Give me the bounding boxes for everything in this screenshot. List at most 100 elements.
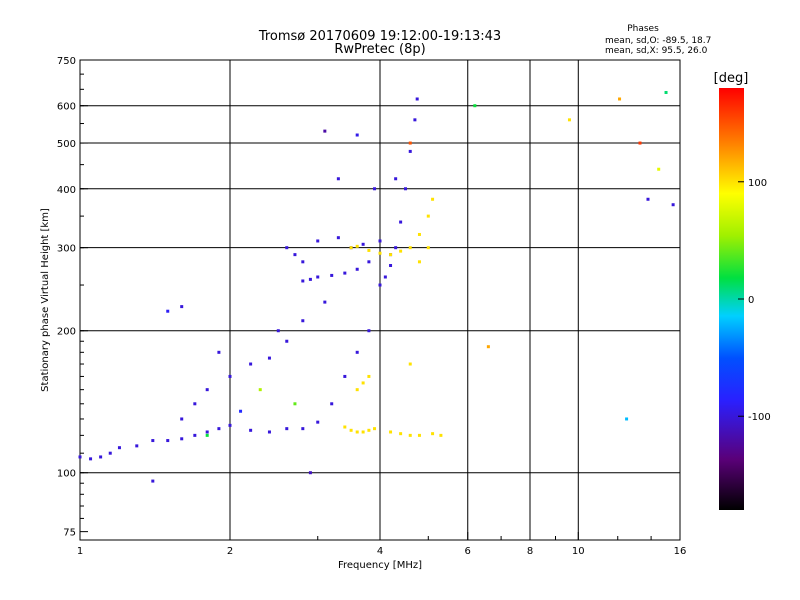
echo-point: [413, 118, 417, 122]
x-axis-label: Frequency [MHz]: [338, 560, 422, 571]
echo-point: [308, 277, 312, 281]
echo-point: [108, 451, 112, 455]
colorbar-tick-label: -100: [748, 412, 771, 423]
echo-point: [117, 446, 121, 450]
echo-point: [426, 214, 430, 218]
echo-point: [473, 104, 477, 108]
echo-point: [316, 420, 320, 424]
echo-point: [361, 430, 365, 434]
echo-point: [78, 455, 82, 459]
echo-point: [417, 260, 421, 264]
echo-point: [276, 329, 280, 333]
chart-title: Tromsø 20170609 19:12:00-19:13:43: [258, 29, 501, 44]
echo-point: [408, 246, 412, 250]
echo-point: [415, 97, 419, 101]
echo-point: [383, 275, 387, 279]
echo-point: [151, 479, 155, 483]
echo-point: [426, 246, 430, 250]
echo-point: [349, 428, 353, 432]
echo-point: [367, 260, 371, 264]
echo-point: [228, 374, 232, 378]
echo-point: [323, 300, 327, 304]
echo-point: [330, 402, 334, 406]
echo-point: [355, 430, 359, 434]
echo-point: [389, 253, 393, 257]
x-tick-label: 10: [572, 546, 585, 557]
echo-point: [336, 236, 340, 240]
echo-point: [316, 275, 320, 279]
echo-point: [664, 90, 668, 94]
echo-point: [361, 242, 365, 246]
echo-point: [166, 309, 170, 313]
x-tick-label: 1: [77, 546, 83, 557]
x-tick-label: 4: [377, 546, 383, 557]
echo-point: [378, 283, 382, 287]
echo-point: [431, 432, 435, 436]
echo-point: [373, 187, 377, 191]
echo-point: [217, 427, 221, 431]
echo-point: [343, 271, 347, 275]
echo-point: [399, 220, 403, 224]
y-tick-label: 75: [63, 528, 76, 539]
echo-point: [378, 251, 382, 255]
echo-point: [439, 433, 443, 437]
echo-point: [180, 437, 184, 441]
echo-point: [308, 471, 312, 475]
echo-point: [193, 402, 197, 406]
echo-point: [355, 133, 359, 137]
y-tick-label: 400: [57, 185, 76, 196]
echo-point: [301, 279, 305, 283]
echo-point: [330, 273, 334, 277]
echo-point: [249, 428, 253, 432]
echo-point: [267, 430, 271, 434]
echo-point: [285, 427, 289, 431]
x-axis: 1 2 4 6 8 10 16: [77, 532, 686, 557]
echo-point: [389, 264, 393, 268]
echo-point: [293, 402, 297, 406]
y-axis: 75 100 200 300 400 500 600 750: [57, 56, 88, 539]
echo-point: [367, 428, 371, 432]
echo-point: [367, 248, 371, 252]
echo-point: [228, 423, 232, 427]
grid-lines: [80, 60, 680, 540]
phase-stats-x: mean, sd,X: 95.5, 26.0: [605, 46, 708, 56]
echo-point: [180, 417, 184, 421]
echo-point: [389, 430, 393, 434]
colorbar-tick-label: 100: [748, 178, 767, 189]
phase-stats-o: mean, sd,O: -89.5, 18.7: [605, 36, 711, 46]
echo-point: [151, 439, 155, 443]
echo-point: [258, 388, 262, 392]
colorbar-tick-label: 0: [748, 295, 754, 306]
echo-point: [316, 239, 320, 243]
echo-point: [638, 141, 642, 145]
echo-point: [646, 197, 650, 201]
echo-point: [193, 433, 197, 437]
chart-subtitle: RwPretec (8p): [334, 42, 425, 57]
echo-point: [394, 177, 398, 181]
y-tick-label: 600: [57, 102, 76, 113]
y-tick-label: 100: [57, 469, 76, 480]
echo-point: [239, 409, 243, 413]
echo-point: [567, 118, 571, 122]
echo-point: [399, 432, 403, 436]
echo-point: [166, 439, 170, 443]
echo-point: [394, 246, 398, 250]
y-tick-label: 500: [57, 139, 76, 150]
echo-point: [367, 374, 371, 378]
echo-point: [657, 167, 661, 171]
echo-point: [361, 381, 365, 385]
echo-point: [249, 362, 253, 366]
echo-point: [293, 253, 297, 257]
y-axis-label: Stationary phase Virtual Height [km]: [40, 208, 51, 392]
echo-point: [355, 267, 359, 271]
echo-point: [343, 425, 347, 429]
echo-point: [301, 427, 305, 431]
echo-point: [217, 350, 221, 354]
phase-stats-heading: Phases: [627, 24, 659, 34]
echo-point: [180, 305, 184, 309]
echo-point: [285, 339, 289, 343]
colorbar-label: [deg]: [714, 71, 749, 86]
echo-point: [378, 239, 382, 243]
echo-point: [301, 319, 305, 323]
echo-point: [367, 329, 371, 333]
